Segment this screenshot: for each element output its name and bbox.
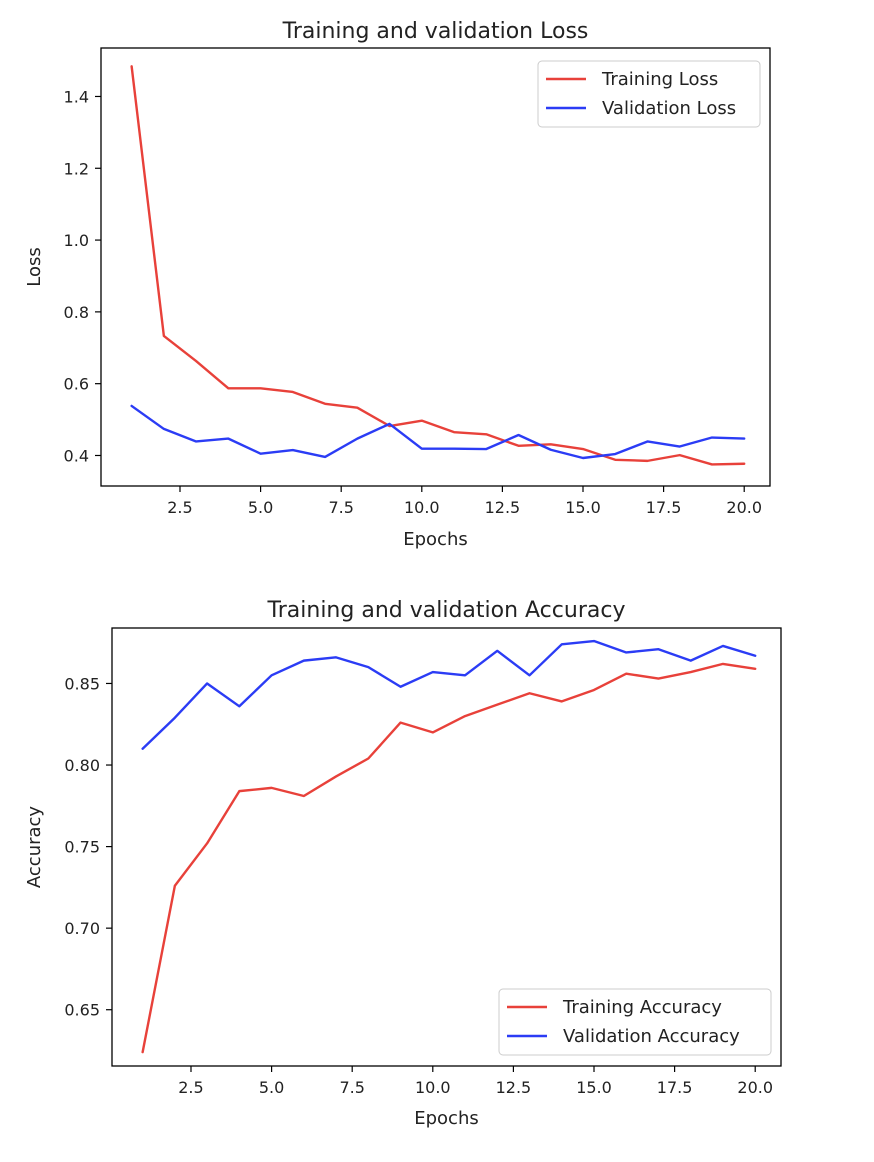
x-tick-label: 15.0 <box>565 498 601 517</box>
validation-loss-line <box>130 404 746 460</box>
y-tick-label: 0.6 <box>64 375 89 394</box>
x-tick-label: 10.0 <box>404 498 440 517</box>
x-tick-label: 2.5 <box>167 498 192 517</box>
x-tick-label: 5.0 <box>259 1078 284 1097</box>
legend-frame <box>537 60 761 128</box>
legend-label-validation-accuracy: Validation Accuracy <box>563 1026 740 1047</box>
x-tick-label: 12.5 <box>496 1078 532 1097</box>
x-tick-label: 5.0 <box>248 498 273 517</box>
y-tick-label: 1.0 <box>64 231 89 250</box>
x-tick-label: 15.0 <box>576 1078 612 1097</box>
x-tick-label: 17.5 <box>657 1078 693 1097</box>
x-tick-label: 7.5 <box>328 498 353 517</box>
loss-chart-title: Training and validation Loss <box>282 19 589 44</box>
y-axis-label: Loss <box>24 247 45 286</box>
legend-label-validation-loss: Validation Loss <box>602 98 736 119</box>
x-tick-label: 12.5 <box>485 498 521 517</box>
y-tick-label: 0.75 <box>64 838 100 857</box>
y-tick-label: 1.4 <box>64 87 89 106</box>
x-tick-label: 7.5 <box>339 1078 364 1097</box>
x-tick-label: 17.5 <box>646 498 682 517</box>
y-tick-label: 0.8 <box>64 303 89 322</box>
accuracy-legend: Training Accuracy Validation Accuracy <box>498 988 772 1056</box>
x-tick-label: 20.0 <box>726 498 762 517</box>
accuracy-chart-title: Training and validation Accuracy <box>267 598 626 623</box>
x-axis-label: Epochs <box>403 529 468 550</box>
y-tick-label: 0.80 <box>64 756 100 775</box>
legend-frame <box>498 988 772 1056</box>
training-accuracy-line <box>141 662 757 1054</box>
y-tick-label: 0.70 <box>64 919 100 938</box>
loss-chart: Training and validation Loss 2.5 5.0 7.5 10.… <box>24 19 771 550</box>
y-tick-label: 0.85 <box>64 674 100 693</box>
loss-plot-area <box>100 47 771 487</box>
loss-legend: Training Loss Validation Loss <box>537 60 761 128</box>
x-tick-label: 2.5 <box>178 1078 203 1097</box>
x-axis-label: Epochs <box>414 1108 479 1129</box>
training-loss-line <box>130 65 746 466</box>
x-tick-label: 20.0 <box>737 1078 773 1097</box>
validation-accuracy-line <box>141 639 757 750</box>
y-axis-label: Accuracy <box>24 806 45 889</box>
legend-label-training-loss: Training Loss <box>601 69 718 90</box>
legend-label-training-accuracy: Training Accuracy <box>562 997 722 1018</box>
accuracy-chart: Training and validation Accuracy 2.5 5.0 7.… <box>24 598 782 1129</box>
x-tick-label: 10.0 <box>415 1078 451 1097</box>
y-tick-label: 1.2 <box>64 159 89 178</box>
y-tick-label: 0.4 <box>64 446 89 465</box>
y-tick-label: 0.65 <box>64 1001 100 1020</box>
